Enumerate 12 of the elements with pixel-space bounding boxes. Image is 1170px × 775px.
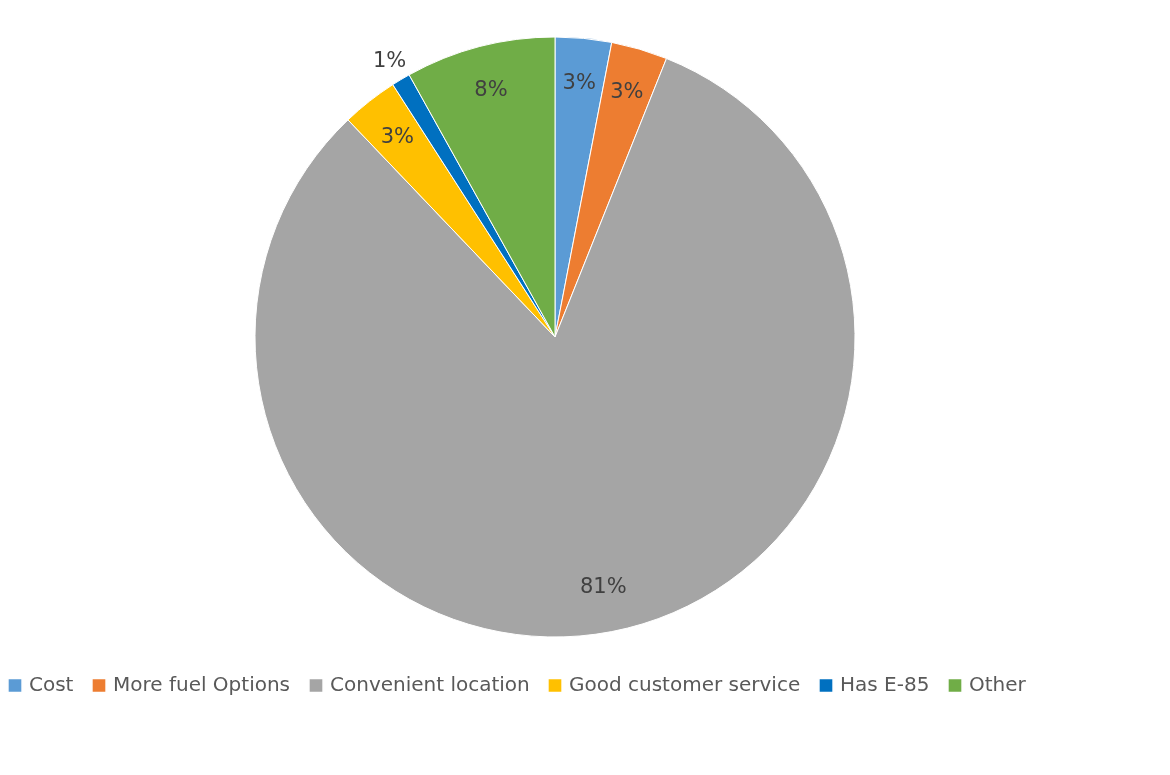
data-label: 81% [579, 574, 627, 599]
data-label: 3% [562, 70, 596, 95]
data-label: 3% [610, 79, 644, 104]
legend-label: Has E-85 [840, 672, 930, 697]
legend-label: Other [969, 672, 1027, 697]
data-label: 3% [380, 123, 415, 148]
data-label: 1% [372, 47, 407, 72]
legend-label: More fuel Options [113, 672, 291, 697]
legend-label: Convenient location [330, 672, 530, 697]
legend-label: Good customer service [569, 672, 801, 697]
legend-label: Cost [29, 672, 74, 697]
data-label: 8% [474, 77, 508, 102]
